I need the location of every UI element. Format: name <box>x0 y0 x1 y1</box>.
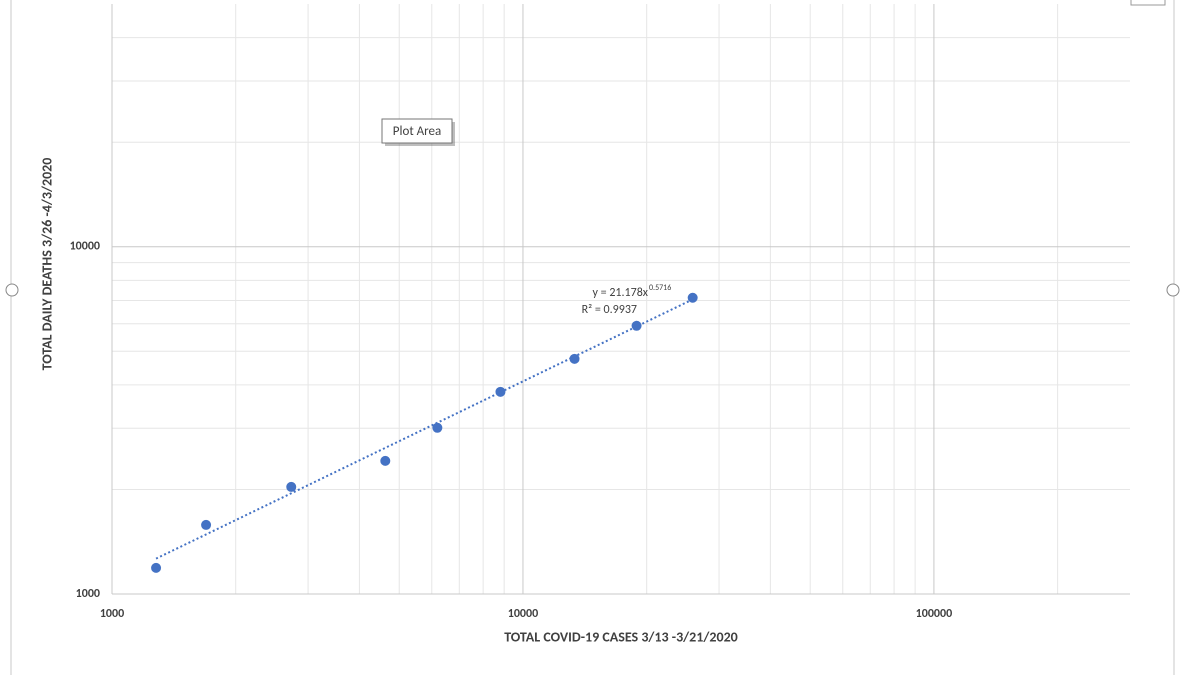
data-point <box>380 455 391 466</box>
y-axis-title: TOTAL DAILY DEATHS 3/26 -4/3/2020 <box>38 158 55 371</box>
data-point <box>495 386 506 397</box>
y-tick-label: 1000 <box>76 587 100 601</box>
x-axis-title: TOTAL COVID-19 CASES 3/13 -3/21/2020 <box>504 628 738 645</box>
tooltip-text: Plot Area <box>393 124 441 139</box>
data-point <box>631 320 642 331</box>
trendline-r2: R² = 0.9937 <box>582 303 637 317</box>
grid: 1000 10000 100000 1000 10000 <box>70 4 1130 621</box>
trendline-exponent: 0.5716 <box>649 283 671 293</box>
trendline-equation: y = 21.178x <box>593 286 649 300</box>
tooltip: Plot Area <box>381 118 455 146</box>
data-point <box>432 422 443 433</box>
data-point <box>151 562 162 573</box>
trendline <box>155 298 694 560</box>
data-point <box>201 519 212 530</box>
marks <box>151 292 698 573</box>
x-tick-label: 1000 <box>100 607 124 621</box>
y-tick-label: 10000 <box>70 240 100 254</box>
x-tick-label: 100000 <box>916 607 953 621</box>
data-point <box>687 292 698 303</box>
data-point <box>569 353 580 364</box>
tooltip-box <box>381 118 453 144</box>
resize-handle[interactable] <box>1166 283 1180 297</box>
resize-handle[interactable] <box>5 283 19 297</box>
data-point <box>286 481 297 492</box>
x-tick-label: 10000 <box>508 607 538 621</box>
chart-button[interactable] <box>1130 0 1166 6</box>
